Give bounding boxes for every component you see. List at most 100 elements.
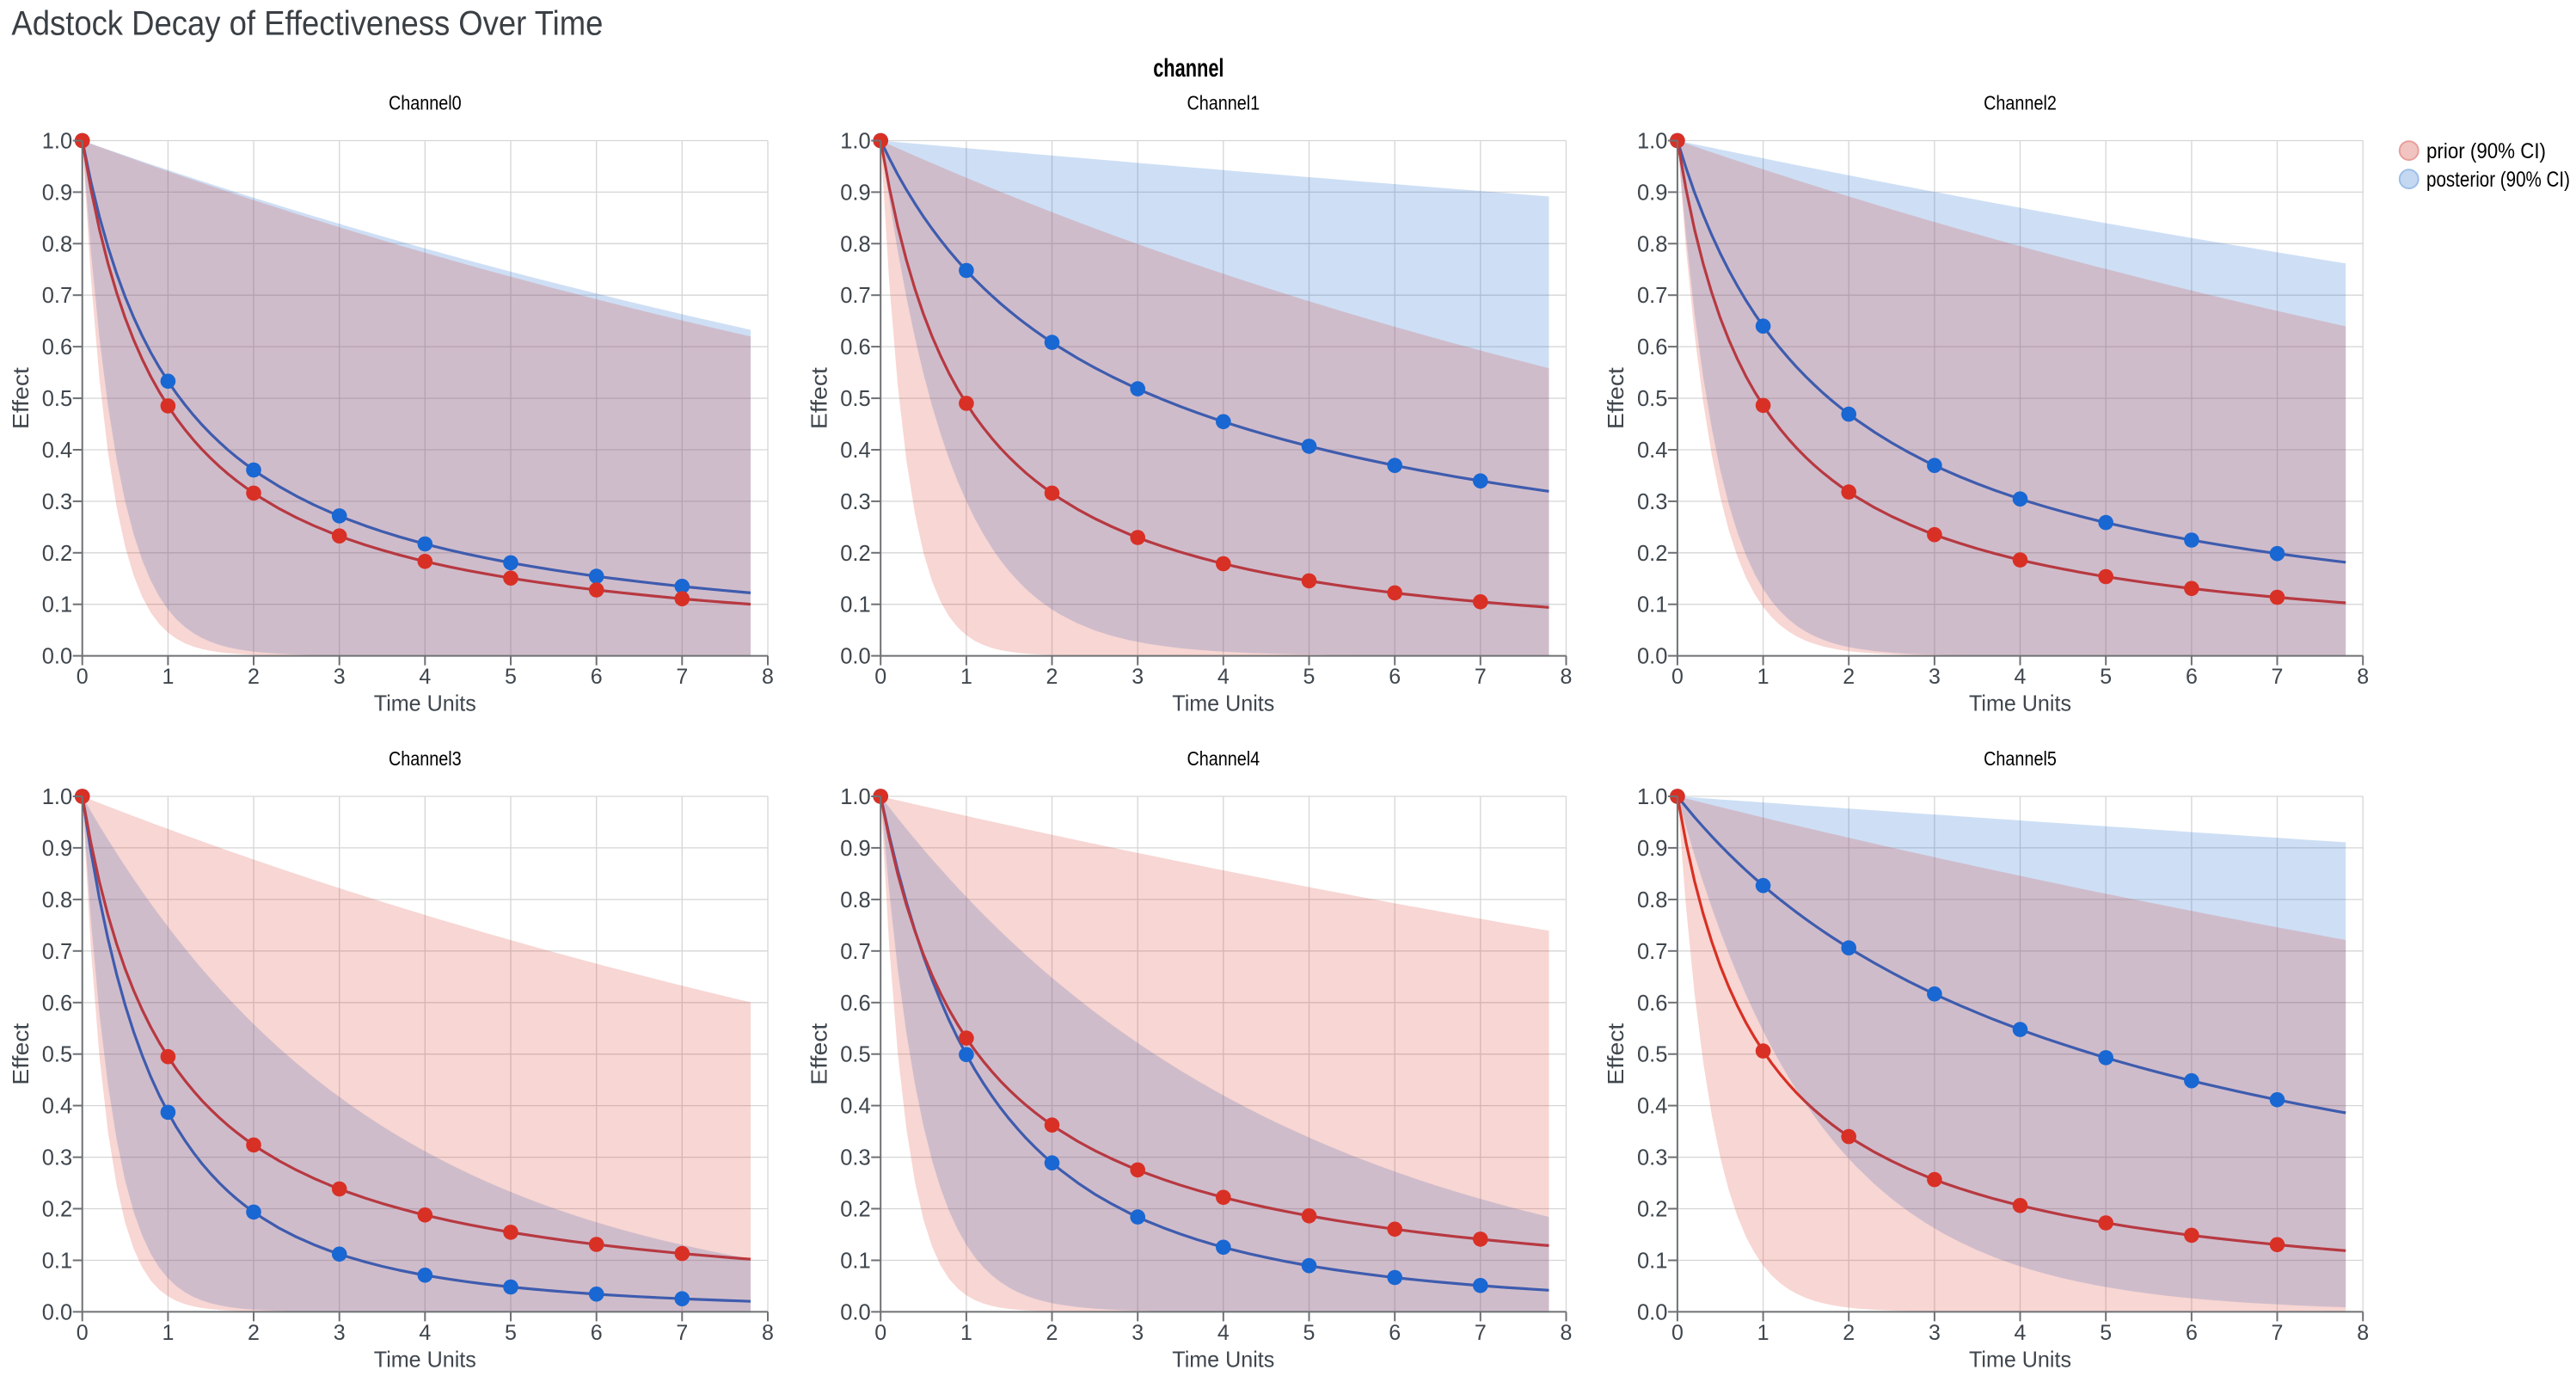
svg-text:0.6: 0.6 [1637, 992, 1667, 1016]
svg-text:3: 3 [334, 1321, 346, 1345]
svg-text:7: 7 [676, 665, 688, 689]
svg-text:3: 3 [1929, 665, 1941, 689]
svg-text:8: 8 [1561, 665, 1573, 689]
svg-text:0.9: 0.9 [840, 181, 870, 205]
svg-text:channel: channel [1153, 54, 1224, 83]
svg-text:0: 0 [874, 665, 886, 689]
svg-text:0.9: 0.9 [1637, 837, 1667, 861]
svg-text:0.9: 0.9 [42, 837, 72, 861]
svg-text:8: 8 [1561, 1321, 1573, 1345]
svg-text:0.1: 0.1 [1637, 1250, 1667, 1274]
svg-text:0.2: 0.2 [840, 1198, 870, 1222]
svg-text:2: 2 [248, 1321, 260, 1345]
svg-text:0.2: 0.2 [1637, 542, 1667, 566]
svg-text:0.0: 0.0 [42, 1300, 72, 1324]
svg-text:0.5: 0.5 [42, 387, 72, 411]
svg-text:5: 5 [2100, 665, 2112, 689]
svg-text:1: 1 [960, 665, 972, 689]
svg-text:Channel2: Channel2 [1984, 92, 2057, 114]
svg-text:2: 2 [248, 665, 260, 689]
svg-text:Adstock Decay of Effectiveness: Adstock Decay of Effectiveness Over Time [11, 5, 603, 43]
svg-text:0.6: 0.6 [42, 335, 72, 359]
svg-text:0.8: 0.8 [42, 232, 72, 256]
svg-text:0.5: 0.5 [840, 387, 870, 411]
svg-text:0.7: 0.7 [42, 940, 72, 964]
svg-text:1: 1 [960, 1321, 972, 1345]
svg-text:6: 6 [2186, 1321, 2198, 1345]
svg-text:0.2: 0.2 [42, 1198, 72, 1222]
svg-text:0.0: 0.0 [840, 645, 870, 669]
svg-text:1: 1 [1757, 665, 1769, 689]
svg-text:4: 4 [1217, 665, 1230, 689]
svg-text:5: 5 [505, 1321, 517, 1345]
svg-text:5: 5 [1303, 1321, 1316, 1345]
svg-text:0.3: 0.3 [1637, 490, 1667, 514]
svg-text:0.7: 0.7 [1637, 284, 1667, 308]
svg-text:7: 7 [2272, 1321, 2284, 1345]
svg-text:0.1: 0.1 [42, 1250, 72, 1274]
svg-text:0.4: 0.4 [840, 439, 870, 463]
svg-text:0: 0 [874, 1321, 886, 1345]
svg-text:0.3: 0.3 [840, 490, 870, 514]
svg-text:0.1: 0.1 [1637, 593, 1667, 617]
svg-text:0.8: 0.8 [840, 232, 870, 256]
svg-text:0: 0 [1671, 665, 1684, 689]
svg-text:1.0: 1.0 [42, 785, 72, 809]
svg-text:0.5: 0.5 [1637, 387, 1667, 411]
svg-text:0.4: 0.4 [1637, 1095, 1667, 1119]
svg-text:0.4: 0.4 [42, 439, 72, 463]
svg-text:0: 0 [77, 1321, 89, 1345]
svg-text:6: 6 [1389, 1321, 1401, 1345]
svg-text:0.4: 0.4 [840, 1095, 870, 1119]
svg-text:Channel1: Channel1 [1187, 92, 1260, 114]
svg-text:7: 7 [1475, 665, 1487, 689]
svg-text:0.5: 0.5 [42, 1043, 72, 1067]
svg-text:0.6: 0.6 [840, 335, 870, 359]
svg-text:5: 5 [1303, 665, 1316, 689]
svg-text:0.2: 0.2 [42, 542, 72, 566]
svg-text:7: 7 [1475, 1321, 1487, 1345]
svg-text:0.1: 0.1 [42, 593, 72, 617]
svg-text:0.7: 0.7 [1637, 940, 1667, 964]
svg-text:0: 0 [1671, 1321, 1684, 1345]
svg-text:6: 6 [2186, 665, 2198, 689]
svg-text:1.0: 1.0 [42, 130, 72, 154]
svg-text:8: 8 [2357, 1321, 2369, 1345]
svg-text:Channel4: Channel4 [1187, 747, 1260, 770]
svg-text:0.7: 0.7 [42, 284, 72, 308]
svg-text:Channel5: Channel5 [1984, 747, 2057, 770]
svg-text:Effect: Effect [1603, 1023, 1628, 1085]
svg-text:Channel0: Channel0 [389, 92, 462, 114]
svg-text:0.8: 0.8 [42, 888, 72, 912]
svg-text:1.0: 1.0 [1637, 130, 1667, 154]
svg-text:0.8: 0.8 [1637, 888, 1667, 912]
svg-text:8: 8 [762, 1321, 774, 1345]
svg-text:8: 8 [2357, 665, 2369, 689]
svg-text:0.7: 0.7 [840, 284, 870, 308]
svg-text:2: 2 [1046, 665, 1058, 689]
svg-text:0.6: 0.6 [1637, 335, 1667, 359]
svg-text:Effect: Effect [8, 366, 34, 429]
svg-text:0.1: 0.1 [840, 1250, 870, 1274]
svg-text:3: 3 [1132, 1321, 1144, 1345]
svg-text:1: 1 [1757, 1321, 1769, 1345]
svg-text:0.5: 0.5 [1637, 1043, 1667, 1067]
svg-text:4: 4 [1217, 1321, 1230, 1345]
svg-text:2: 2 [1843, 665, 1855, 689]
svg-text:Time Units: Time Units [374, 691, 476, 716]
svg-text:0.6: 0.6 [42, 992, 72, 1016]
svg-text:4: 4 [419, 665, 431, 689]
svg-text:0.9: 0.9 [840, 837, 870, 861]
svg-text:0.3: 0.3 [1637, 1146, 1667, 1170]
svg-text:3: 3 [334, 665, 346, 689]
svg-text:Channel3: Channel3 [389, 747, 462, 770]
svg-text:prior (90% CI): prior (90% CI) [2426, 139, 2546, 163]
svg-text:3: 3 [1132, 665, 1144, 689]
svg-text:7: 7 [2272, 665, 2284, 689]
svg-text:0.4: 0.4 [42, 1095, 72, 1119]
svg-text:0.9: 0.9 [1637, 181, 1667, 205]
svg-text:4: 4 [419, 1321, 431, 1345]
svg-text:0.6: 0.6 [840, 992, 870, 1016]
svg-text:0.9: 0.9 [42, 181, 72, 205]
svg-text:0.0: 0.0 [840, 1300, 870, 1324]
